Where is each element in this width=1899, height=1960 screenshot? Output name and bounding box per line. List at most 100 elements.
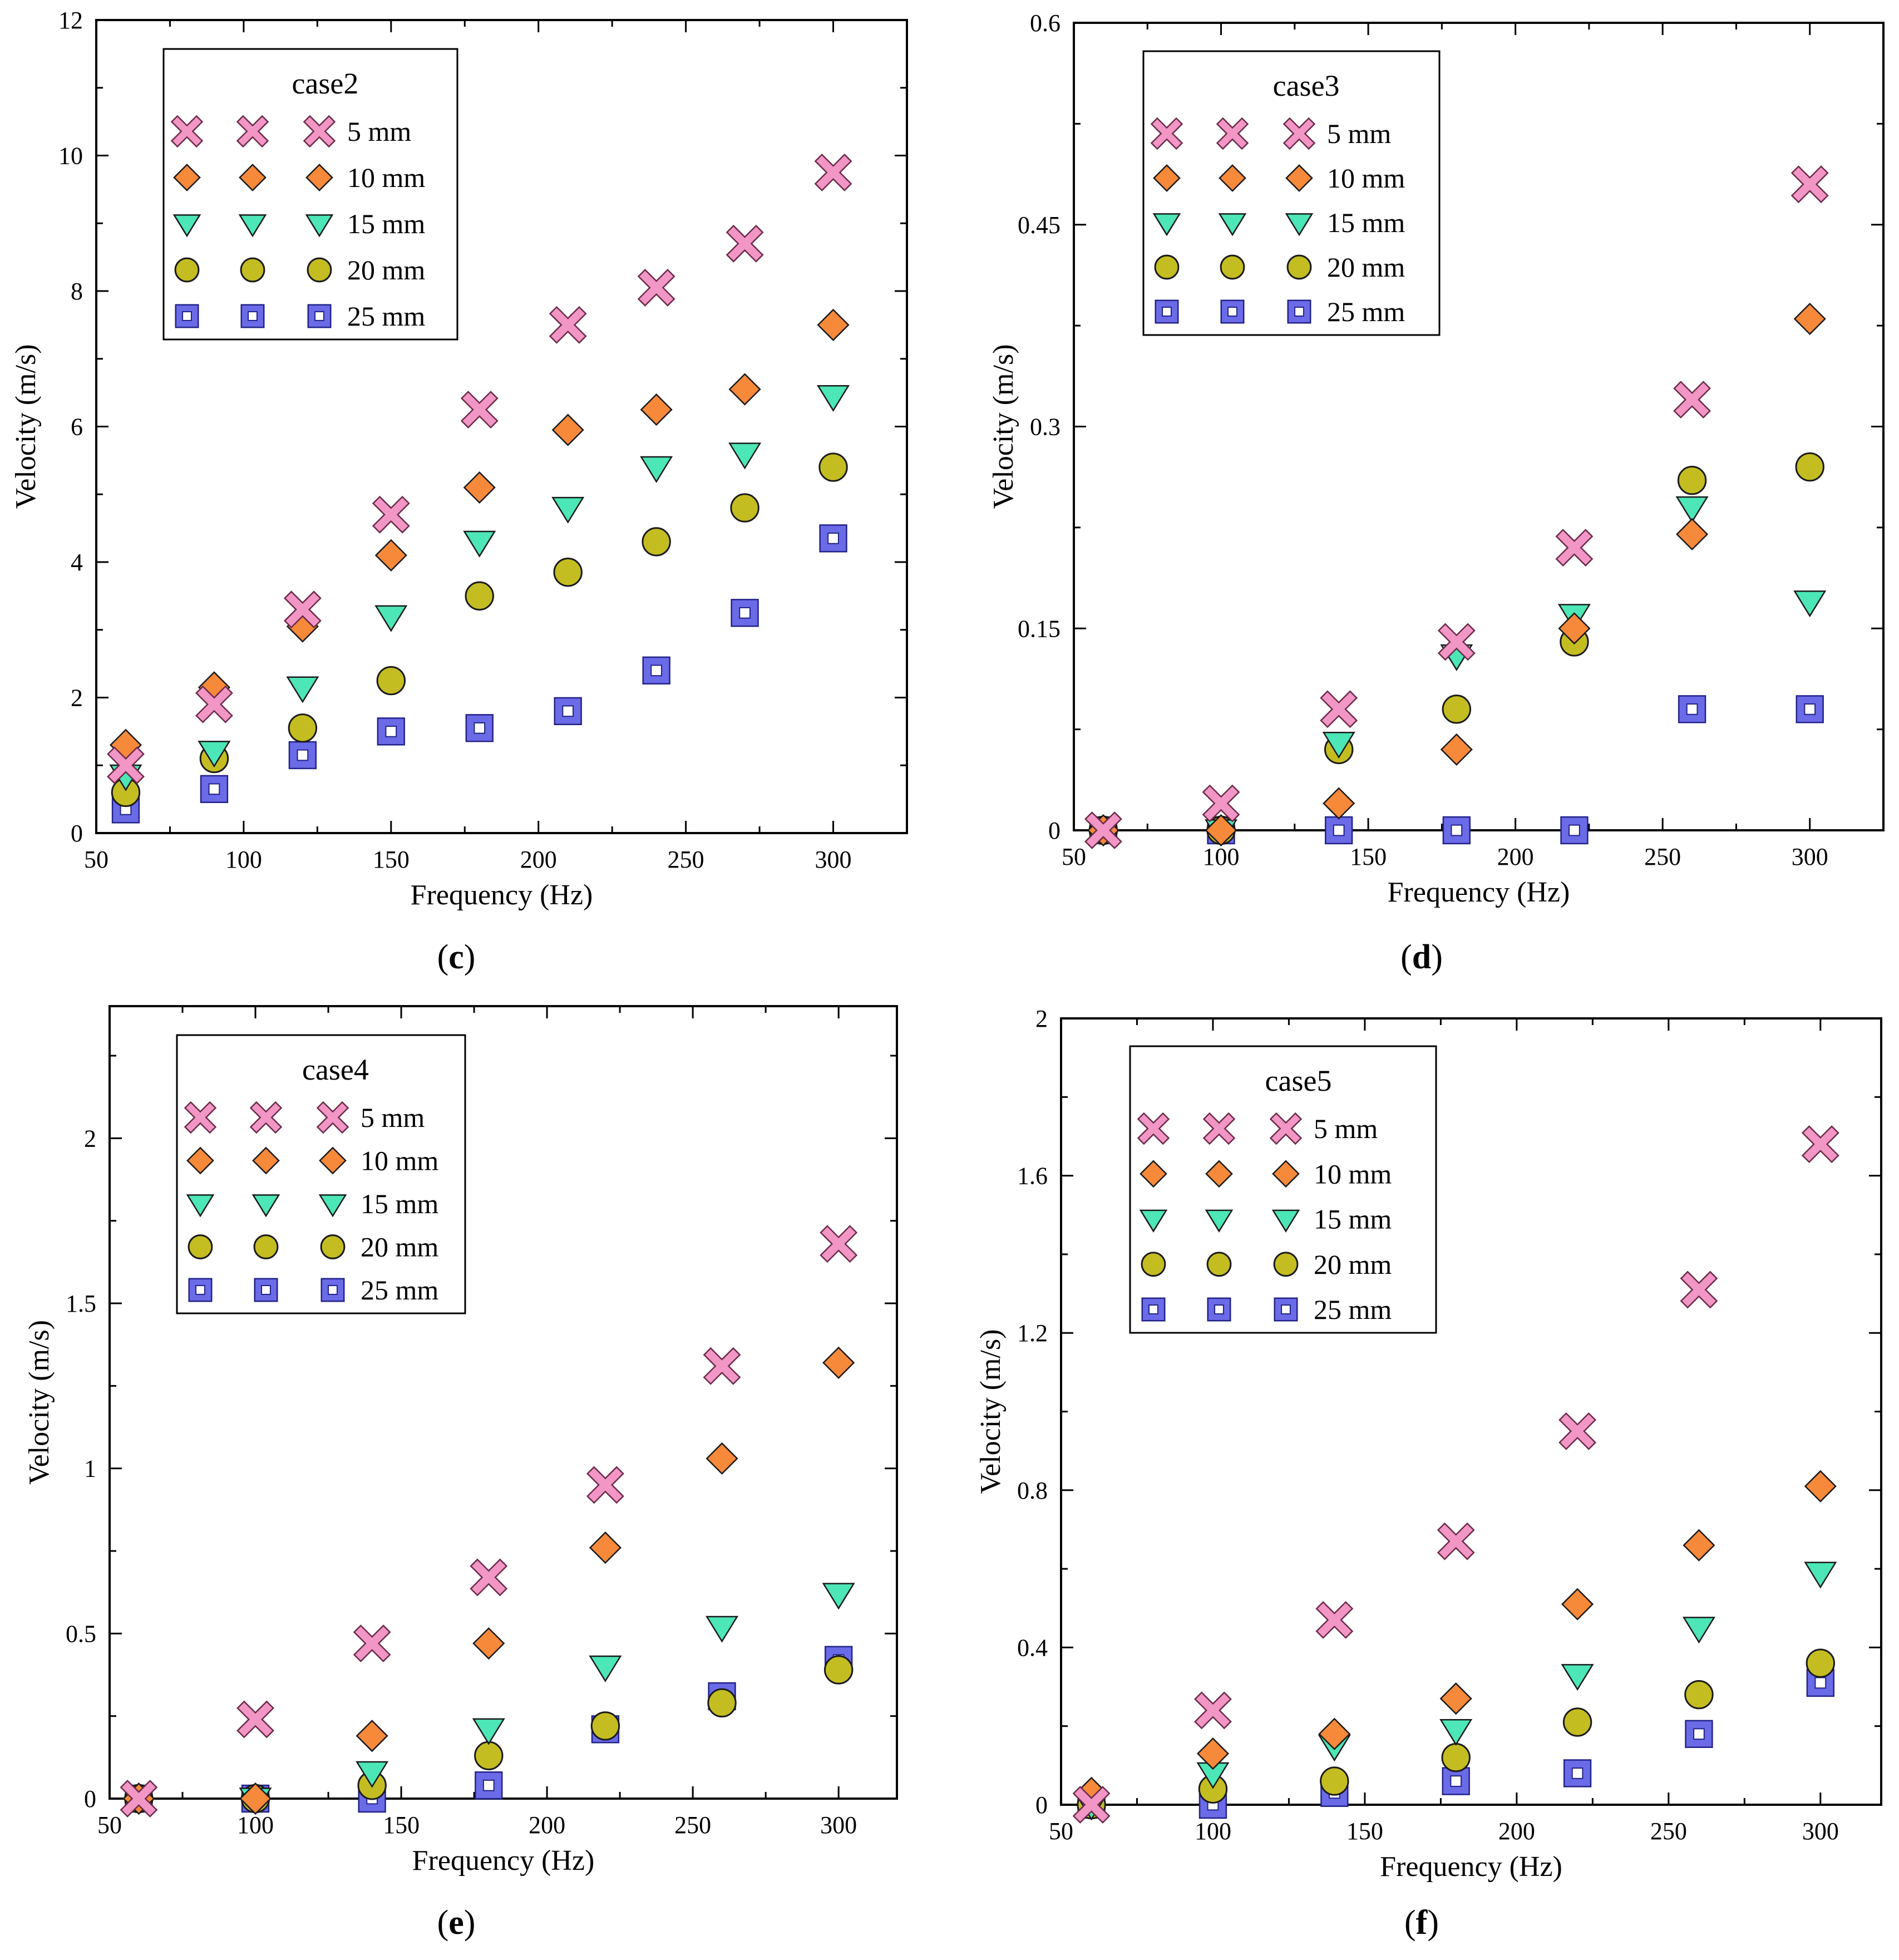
y-axis-title: Velocity (m/s) [988, 344, 1019, 509]
legend-box [1129, 1045, 1437, 1334]
legend-marker-15-mm [238, 214, 267, 238]
legend-marker-5-mm [1152, 119, 1181, 148]
y-tick-label: 0.15 [1018, 615, 1061, 642]
y-tick-label: 4 [71, 549, 83, 576]
x-tick-label: 50 [1062, 843, 1086, 870]
point-25-mm-inner [1814, 1677, 1827, 1689]
x-tick-label: 100 [225, 846, 262, 873]
x-tick-label: 150 [1350, 843, 1387, 870]
legend-title: case4 [302, 1053, 369, 1086]
point-5-mm [285, 592, 320, 627]
legend-marker-25-mm-inner [182, 311, 192, 321]
y-tick-label: 1.5 [66, 1290, 96, 1317]
panel-label: (e) [437, 1904, 476, 1942]
point-20-mm [730, 493, 759, 523]
point-25-mm-inner [1693, 1728, 1705, 1740]
point-20-mm [474, 1741, 504, 1771]
point-10-mm [640, 393, 673, 426]
point-5-mm [1439, 1524, 1473, 1559]
x-tick-label: 100 [237, 1811, 274, 1839]
point-15-mm [463, 530, 496, 558]
y-tick-label: 1.2 [1017, 1319, 1048, 1347]
x-tick-label: 300 [820, 1811, 857, 1839]
legend-marker-20-mm [1206, 1252, 1232, 1277]
point-5-mm [238, 1702, 273, 1736]
legend-marker-20-mm [307, 257, 332, 283]
legend-title: case3 [1273, 69, 1340, 102]
x-tick-label: 150 [1346, 1818, 1383, 1845]
chart-panel-e: 50 100 150 200 250 300 0 0.5 1 1.5 2 Frequency (Hz)… [23, 1005, 898, 1942]
x-tick-label: 50 [1049, 1818, 1073, 1845]
point-15-mm [286, 676, 319, 703]
point-5-mm [1560, 1414, 1595, 1449]
legend-label: 20 mm [1314, 1249, 1392, 1280]
legend-marker-5-mm [318, 1103, 347, 1132]
legend-marker-25-mm-inner [248, 311, 258, 321]
legend-marker-10-mm [173, 164, 201, 191]
point-15-mm [706, 1616, 739, 1643]
legend-label: 25 mm [1327, 296, 1405, 327]
point-10-mm [1440, 733, 1473, 766]
x-tick-label: 200 [1497, 843, 1534, 870]
point-5-mm [588, 1467, 623, 1502]
point-25-mm [1560, 816, 1589, 845]
legend-marker-10-mm [1285, 164, 1313, 192]
point-20-mm [590, 1711, 620, 1741]
legend-marker-25-mm-inner [1294, 307, 1304, 317]
legend-marker-20-mm [1154, 254, 1180, 280]
x-axis-title: Frequency (Hz) [411, 879, 593, 911]
point-20-mm [288, 713, 318, 743]
legend-box [162, 48, 458, 341]
legend-label: 25 mm [1314, 1294, 1392, 1325]
point-20-mm [1442, 695, 1472, 724]
legend-marker-25-mm-inner [1214, 1304, 1224, 1314]
point-20-mm [1441, 1743, 1471, 1772]
point-5-mm [816, 155, 850, 190]
chart-panel-f: 50 100 150 200 250 300 0 0.4 0.8 1.2 1.6 2 Frequency… [975, 1005, 1882, 1942]
legend-marker-5-mm [1271, 1114, 1300, 1143]
x-tick-label: 100 [1195, 1818, 1231, 1845]
point-20-mm [1320, 1766, 1349, 1796]
x-tick-label: 250 [668, 846, 704, 873]
y-tick-label: 0 [71, 820, 83, 847]
x-tick-label: 150 [373, 846, 410, 873]
point-25-mm-inner [1804, 703, 1816, 715]
point-10-mm [463, 471, 496, 504]
point-5-mm [1204, 786, 1238, 821]
x-axis-title: Frequency (Hz) [1380, 1851, 1562, 1883]
legend-label: 25 mm [347, 301, 425, 332]
point-15-mm [817, 385, 850, 412]
legend-marker-5-mm [172, 117, 201, 146]
point-15-mm [640, 456, 673, 483]
legend-marker-20-mm [1286, 254, 1312, 280]
series-20-mm [111, 452, 848, 807]
y-tick-label: 0.3 [1030, 413, 1061, 441]
legend-marker-20-mm [1273, 1252, 1299, 1277]
legend-title: case5 [1265, 1064, 1332, 1097]
point-15-mm [1439, 1718, 1473, 1746]
legend-marker-5-mm [1218, 119, 1247, 148]
point-10-mm [1804, 1470, 1837, 1503]
point-20-mm [642, 527, 671, 557]
point-10-mm [706, 1442, 738, 1475]
series-5-mm [107, 154, 852, 785]
x-tick-label: 200 [1498, 1818, 1535, 1845]
point-10-mm [589, 1531, 622, 1564]
panel-label: (d) [1400, 938, 1443, 976]
legend-marker-20-mm [1141, 1252, 1166, 1277]
x-tick-label: 300 [1802, 1818, 1839, 1845]
series-15-mm [109, 385, 850, 791]
legend-marker-15-mm [251, 1194, 280, 1218]
point-15-mm [1561, 1664, 1594, 1691]
point-25-mm [200, 775, 229, 804]
legend-label: 15 mm [361, 1188, 438, 1219]
y-tick-label: 1 [84, 1455, 96, 1483]
legend-marker-5-mm [1205, 1114, 1234, 1143]
point-10-mm [1439, 1682, 1472, 1715]
point-5-mm [639, 270, 674, 305]
legend-label: 5 mm [347, 116, 411, 147]
legend-label: 10 mm [1327, 162, 1405, 194]
point-5-mm [821, 1227, 856, 1261]
point-10-mm [1318, 1717, 1351, 1750]
series-10-mm [1075, 1470, 1837, 1809]
